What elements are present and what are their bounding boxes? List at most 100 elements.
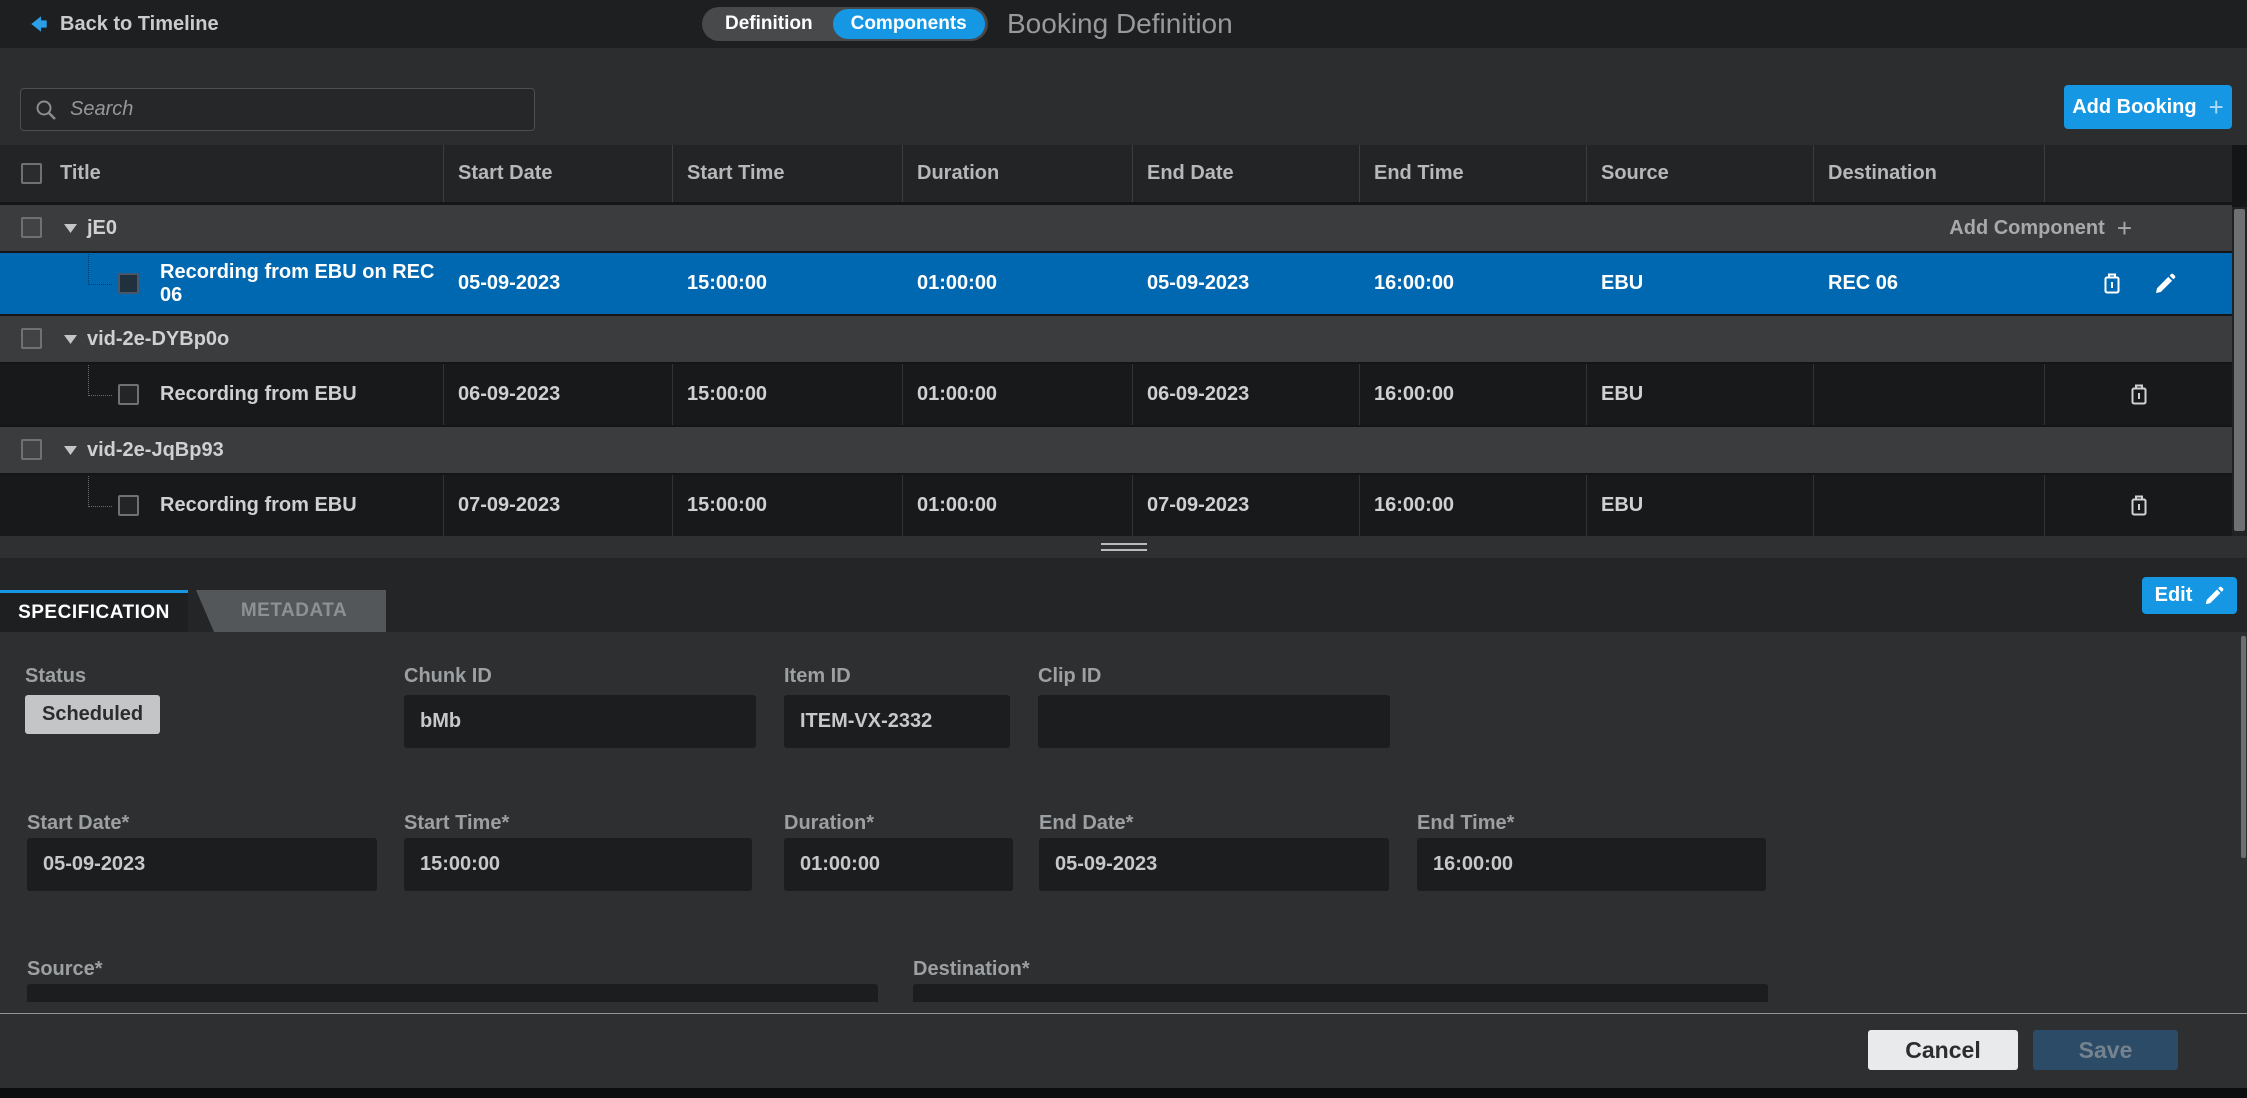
column-header-end-date: End Date [1133,145,1360,202]
booking-row[interactable]: Recording from EBU 06-09-2023 15:00:00 0… [0,364,2232,425]
cell-end-time: 16:00:00 [1360,364,1587,425]
tab-metadata[interactable]: METADATA [196,590,386,632]
bottom-strip [0,1088,2247,1098]
clip-id-field[interactable] [1038,695,1390,748]
page-title: Booking Definition [1007,8,1233,39]
group-checkbox[interactable] [21,217,42,238]
toggle-definition[interactable]: Definition [725,13,813,34]
pencil-icon [2155,273,2175,293]
group-checkbox[interactable] [21,439,42,460]
save-button[interactable]: Save [2033,1030,2178,1070]
column-header-destination: Destination [1814,145,2045,202]
booking-title: Recording from EBU on REC 06 [160,260,435,306]
row-checkbox[interactable] [118,384,139,405]
cell-start-time: 15:00:00 [673,475,903,536]
column-header-title: Title [0,145,444,202]
tree-connector [88,475,112,507]
panel-splitter [0,536,2247,558]
add-booking-button[interactable]: Add Booking + [2064,85,2232,129]
tab-specification[interactable]: SPECIFICATION [0,590,188,632]
delete-button[interactable] [2129,494,2149,517]
cell-duration: 01:00:00 [903,475,1133,536]
chunk-id-field[interactable] [404,695,756,748]
edit-button[interactable]: Edit [2142,577,2237,614]
splitter-handle[interactable] [1100,543,1147,551]
column-header-duration: Duration [903,145,1133,202]
toggle-components[interactable]: Components [832,9,985,39]
definition-components-toggle: Definition Components [702,7,988,41]
trash-icon [2131,384,2146,405]
caret-down-icon[interactable] [64,335,77,344]
duration-field[interactable] [784,838,1013,891]
item-id-field[interactable] [784,695,1010,748]
start-date-field[interactable] [27,838,377,891]
plus-icon: + [2208,92,2224,122]
status-badge: Scheduled [25,695,161,734]
back-to-timeline-label: Back to Timeline [60,12,219,35]
group-title: jE0 [87,216,118,239]
cell-destination [1814,364,2045,425]
destination-label: Destination* [913,958,1030,980]
end-date-field[interactable] [1039,838,1389,891]
caret-down-icon[interactable] [64,224,77,233]
add-booking-label: Add Booking [2072,95,2197,118]
toolbar: Add Booking + [0,48,2247,145]
cell-destination: REC 06 [1828,272,1899,294]
cancel-button[interactable]: Cancel [1868,1030,2018,1070]
edit-row-button[interactable] [2154,273,2176,295]
delete-button[interactable] [2129,383,2149,406]
end-time-label: End Time* [1417,812,1515,834]
cell-source: EBU [1587,364,1814,425]
specification-panel: Status Scheduled Chunk ID Item ID Clip I… [0,632,2247,1013]
plus-icon: + [2116,213,2132,243]
tree-connector [88,253,112,285]
source-field[interactable] [27,984,878,1002]
bookings-table: Title Start Date Start Time Duration End… [0,145,2247,536]
cell-start-date: 06-09-2023 [444,364,673,425]
group-row-vid-2e-jqbp93[interactable]: vid-2e-JqBp93 [0,427,2232,473]
table-scrollbar [2232,207,2247,536]
cell-start-date: 07-09-2023 [444,475,673,536]
column-header-source: Source [1587,145,1814,202]
tree-connector [88,364,112,396]
end-time-field[interactable] [1417,838,1766,891]
add-component-label: Add Component [1949,216,2105,239]
cell-duration: 01:00:00 [917,272,998,294]
cell-end-date: 05-09-2023 [1147,272,1250,294]
cell-destination [1814,475,2045,536]
add-component-button[interactable]: Add Component + [1949,205,2132,251]
clip-id-label: Clip ID [1038,665,1102,687]
group-row-vid-2e-dybp0o[interactable]: vid-2e-DYBp0o [0,316,2232,362]
booking-title: Recording from EBU [160,383,357,405]
panel-scrollbar-thumb[interactable] [2241,636,2246,858]
caret-down-icon[interactable] [64,446,77,455]
column-header-actions [2045,145,2232,202]
item-id-label: Item ID [784,665,851,687]
booking-row-selected[interactable]: Recording from EBU on REC 06 05-09-2023 … [0,253,2232,314]
booking-row[interactable]: Recording from EBU 07-09-2023 15:00:00 0… [0,475,2232,536]
start-time-field[interactable] [404,838,752,891]
search-input[interactable] [70,98,520,121]
row-checkbox[interactable] [118,273,139,294]
status-label: Status [25,665,87,687]
cell-end-date: 07-09-2023 [1133,475,1360,536]
column-header-start-date: Start Date [444,145,673,202]
destination-field[interactable] [913,984,1768,1002]
group-checkbox[interactable] [21,328,42,349]
pencil-icon [2206,586,2224,604]
delete-button[interactable] [2102,272,2122,295]
cell-end-date: 06-09-2023 [1133,364,1360,425]
group-row-je0[interactable]: jE0 Add Component + [0,205,2232,251]
group-title: vid-2e-JqBp93 [87,438,224,461]
cell-source: EBU [1587,475,1814,536]
select-all-checkbox[interactable] [21,163,42,184]
duration-label: Duration* [784,812,874,834]
table-scrollbar-thumb[interactable] [2234,209,2245,531]
end-date-label: End Date* [1039,812,1134,834]
arrow-left-icon [31,16,47,32]
row-checkbox[interactable] [118,495,139,516]
trash-icon [2131,495,2146,516]
search-icon [36,100,56,120]
back-to-timeline-button[interactable]: Back to Timeline [30,0,219,48]
